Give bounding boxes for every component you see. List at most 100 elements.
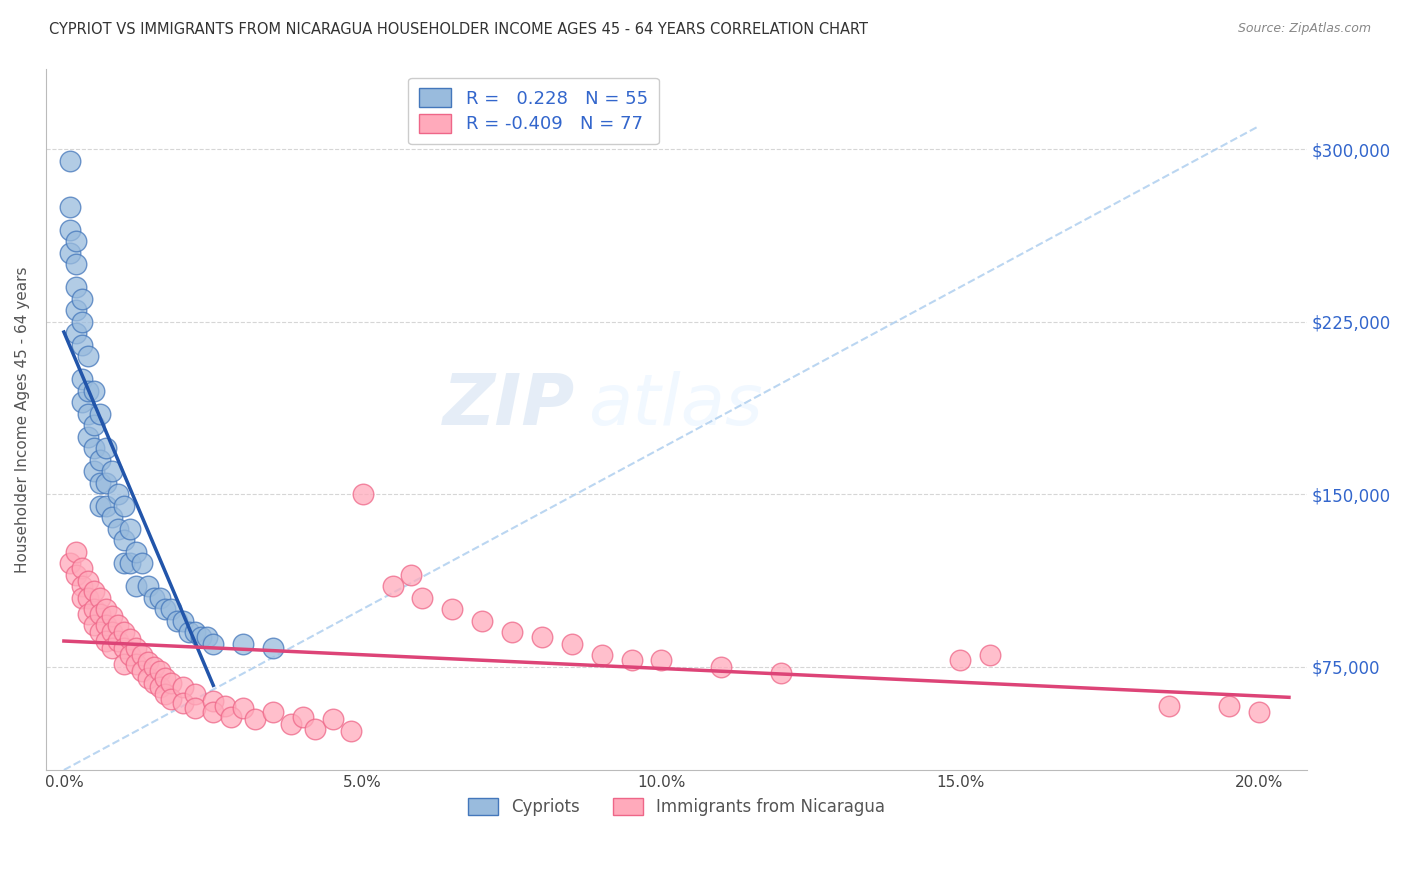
Point xyxy=(83,464,105,478)
Point xyxy=(160,675,183,690)
Point xyxy=(100,625,122,640)
Text: atlas: atlas xyxy=(588,371,763,440)
Point xyxy=(136,671,159,685)
Point xyxy=(83,602,105,616)
Point xyxy=(112,625,135,640)
Point xyxy=(83,417,105,432)
Point xyxy=(83,618,105,632)
Point xyxy=(70,372,93,386)
Point xyxy=(89,452,111,467)
Point xyxy=(411,591,433,605)
Point xyxy=(107,634,129,648)
Point xyxy=(124,579,146,593)
Point xyxy=(155,671,177,685)
Point xyxy=(112,499,135,513)
Point xyxy=(89,407,111,421)
Point xyxy=(280,717,302,731)
Text: CYPRIOT VS IMMIGRANTS FROM NICARAGUA HOUSEHOLDER INCOME AGES 45 - 64 YEARS CORRE: CYPRIOT VS IMMIGRANTS FROM NICARAGUA HOU… xyxy=(49,22,869,37)
Point xyxy=(59,200,82,214)
Point xyxy=(76,349,98,363)
Point xyxy=(124,544,146,558)
Point xyxy=(322,713,344,727)
Legend: Cypriots, Immigrants from Nicaragua: Cypriots, Immigrants from Nicaragua xyxy=(460,790,894,825)
Point xyxy=(160,691,183,706)
Text: ZIP: ZIP xyxy=(443,371,575,440)
Point xyxy=(94,441,117,455)
Point xyxy=(155,602,177,616)
Point xyxy=(118,521,141,535)
Point xyxy=(172,696,194,710)
Point xyxy=(65,544,87,558)
Point xyxy=(59,222,82,236)
Point xyxy=(65,280,87,294)
Point xyxy=(76,607,98,621)
Point xyxy=(650,652,672,666)
Point xyxy=(142,675,165,690)
Point xyxy=(136,579,159,593)
Point xyxy=(441,602,464,616)
Point xyxy=(59,556,82,570)
Point xyxy=(232,701,254,715)
Point xyxy=(1218,698,1240,713)
Point xyxy=(89,475,111,490)
Point xyxy=(155,687,177,701)
Point xyxy=(190,630,212,644)
Point xyxy=(118,556,141,570)
Point xyxy=(70,337,93,351)
Point xyxy=(89,591,111,605)
Point xyxy=(94,634,117,648)
Point xyxy=(949,652,972,666)
Point xyxy=(94,602,117,616)
Point xyxy=(1249,706,1271,720)
Point xyxy=(70,579,93,593)
Point xyxy=(399,567,422,582)
Point xyxy=(65,257,87,271)
Point xyxy=(83,441,105,455)
Point xyxy=(65,234,87,248)
Point xyxy=(124,641,146,656)
Point xyxy=(136,655,159,669)
Point xyxy=(184,687,207,701)
Point xyxy=(530,630,553,644)
Point xyxy=(89,625,111,640)
Point xyxy=(65,326,87,340)
Point xyxy=(214,698,236,713)
Point xyxy=(304,722,326,736)
Point xyxy=(59,245,82,260)
Point xyxy=(70,395,93,409)
Point xyxy=(107,521,129,535)
Point xyxy=(118,648,141,662)
Point xyxy=(160,602,183,616)
Point xyxy=(232,636,254,650)
Point xyxy=(107,618,129,632)
Point xyxy=(352,487,374,501)
Point xyxy=(76,384,98,398)
Point xyxy=(148,591,170,605)
Point xyxy=(184,701,207,715)
Point xyxy=(76,591,98,605)
Point xyxy=(65,303,87,318)
Point xyxy=(262,706,284,720)
Point xyxy=(131,648,153,662)
Point xyxy=(76,407,98,421)
Point xyxy=(112,641,135,656)
Point xyxy=(70,292,93,306)
Point xyxy=(471,614,494,628)
Point xyxy=(148,664,170,678)
Point xyxy=(70,314,93,328)
Point xyxy=(83,583,105,598)
Point xyxy=(979,648,1001,662)
Point xyxy=(94,499,117,513)
Point xyxy=(83,384,105,398)
Point xyxy=(94,475,117,490)
Point xyxy=(100,608,122,623)
Point xyxy=(131,556,153,570)
Point xyxy=(100,641,122,656)
Point xyxy=(107,487,129,501)
Point xyxy=(769,666,792,681)
Point xyxy=(166,614,188,628)
Point xyxy=(148,680,170,694)
Point xyxy=(89,607,111,621)
Point xyxy=(112,657,135,672)
Point xyxy=(591,648,613,662)
